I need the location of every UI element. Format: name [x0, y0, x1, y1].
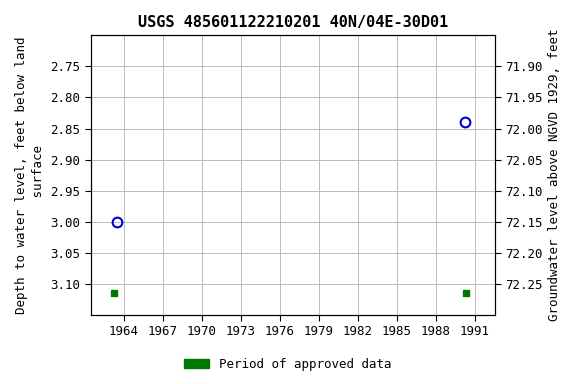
Legend: Period of approved data: Period of approved data: [179, 353, 397, 376]
Y-axis label: Depth to water level, feet below land
 surface: Depth to water level, feet below land su…: [15, 36, 45, 314]
Y-axis label: Groundwater level above NGVD 1929, feet: Groundwater level above NGVD 1929, feet: [548, 29, 561, 321]
Title: USGS 485601122210201 40N/04E-30D01: USGS 485601122210201 40N/04E-30D01: [138, 15, 448, 30]
